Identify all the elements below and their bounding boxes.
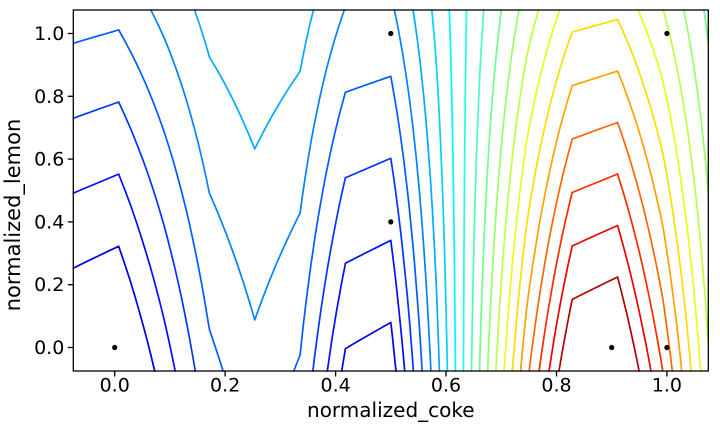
x-tick-label: 0.6 [431,375,461,397]
y-tick-label: 0.2 [34,274,64,296]
y-tick-label: 0.6 [34,149,64,171]
data-point [664,344,670,351]
plot-frame [72,9,709,372]
contour-line [470,9,485,372]
contour-line [150,9,432,372]
contour-line [72,101,415,372]
contour-line [448,9,457,372]
y-tick-label: 0.8 [34,86,64,108]
x-tick-label: 0.0 [100,375,130,397]
contour-line [430,9,449,372]
contour-line [72,173,406,372]
y-tick-label: 0.4 [34,211,64,233]
contour-line [528,121,674,372]
contour-line [558,276,640,372]
y-tick-label: 1.0 [34,23,64,45]
x-tick-label: 0.2 [210,375,240,397]
x-tick-label: 0.8 [541,375,571,397]
data-point [664,30,670,37]
contour-line [193,9,441,372]
contour-line [503,9,702,372]
data-point [112,344,118,351]
contour-line [495,9,710,372]
contour-line [72,29,424,372]
x-tick-label: 1.0 [652,375,682,397]
scatter-points-layer [112,30,670,351]
axes-layer: 0.0 0.2 0.4 0.6 0.8 1.0 0.0 0.2 0.4 0.6 0.8 1.0 [34,9,709,397]
y-axis-label: normalized_lemon [1,119,26,312]
y-tick-label: 0.0 [34,337,64,359]
data-point [388,219,394,225]
contour-line [511,18,693,372]
x-axis-label: normalized_coke [307,398,475,422]
contour-line [72,245,397,372]
contour-line [478,9,710,372]
data-point [609,344,615,351]
contour-line [538,173,664,372]
data-point [388,30,394,37]
contour-line [519,70,683,372]
contour-line [548,224,652,372]
contour-line [462,9,468,372]
contour-lines-layer [72,9,710,372]
x-tick-label: 0.4 [320,375,350,397]
